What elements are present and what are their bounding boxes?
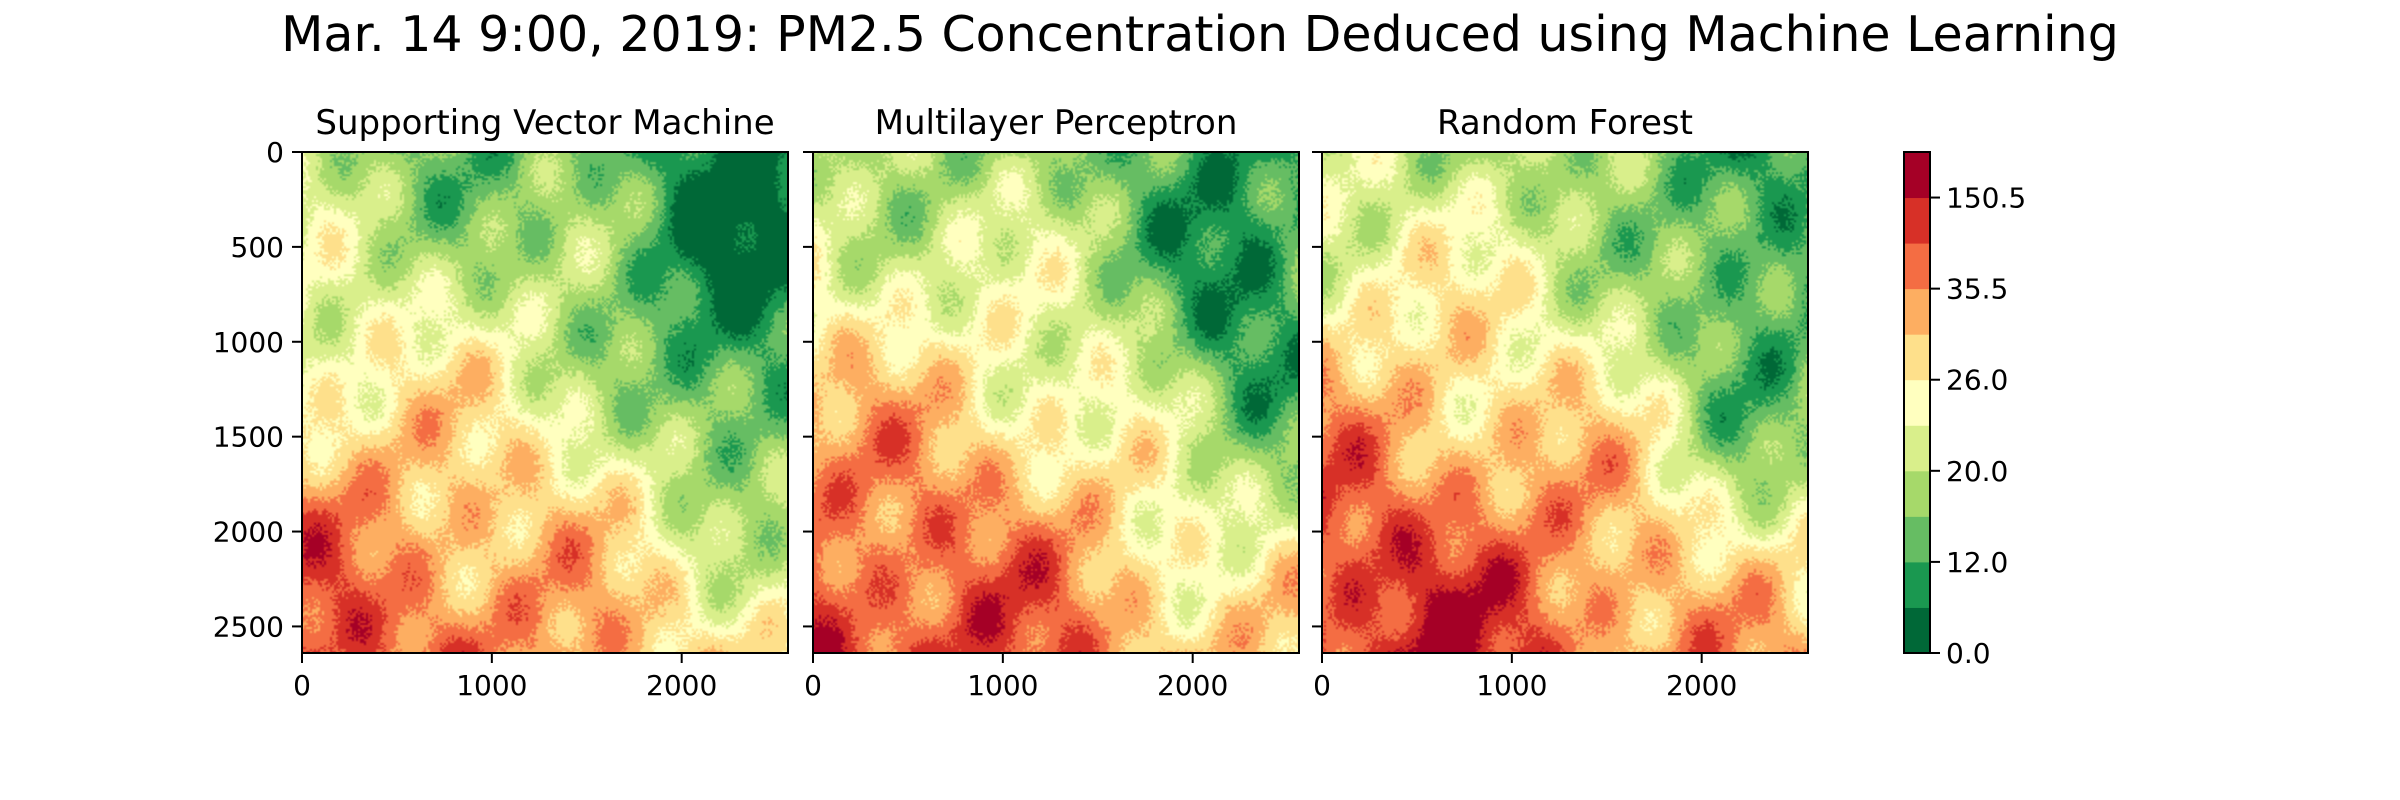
colorbar: 0.0 12.0 20.0 26.0 35.5 150.5 (1903, 151, 2026, 670)
x-tick-label: 2000 (646, 669, 717, 702)
figure-title: Mar. 14 9:00, 2019: PM2.5 Concentration … (281, 6, 2119, 63)
y-tick-label: 0 (266, 136, 284, 169)
y-tick-label: 500 (231, 231, 284, 264)
colorbar-tick-label: 12.0 (1946, 546, 2008, 579)
pm25-field (813, 152, 1299, 653)
colorbar-tick-label: 35.5 (1946, 273, 2008, 306)
x-tick-label: 0 (293, 669, 311, 702)
panel-3: Random Forest 0 1000 2000 (1312, 103, 1809, 702)
colorbar-level (1904, 607, 1930, 654)
y-tick-label: 2500 (213, 610, 284, 643)
panels: Supporting Vector Machine 0 1000 2000 0 500 10… (213, 103, 1809, 702)
x-tick-label: 2000 (1157, 669, 1228, 702)
x-tick-label: 0 (804, 669, 822, 702)
x-tick-label: 1000 (456, 669, 527, 702)
axes-frame (812, 151, 1300, 654)
pm25-field (1322, 152, 1808, 653)
colorbar-level (1904, 243, 1930, 290)
x-tick-label: 2000 (1666, 669, 1737, 702)
colorbar-level (1904, 470, 1930, 517)
colorbar-level (1904, 334, 1930, 381)
x-tick-label: 1000 (967, 669, 1038, 702)
colorbar-frame (1903, 151, 1931, 654)
panel-title: Multilayer Perceptron (875, 103, 1238, 143)
pm25-field (302, 152, 788, 653)
panel-title: Random Forest (1437, 103, 1693, 143)
colorbar-tick-label: 150.5 (1946, 182, 2026, 215)
colorbar-level (1904, 516, 1930, 563)
colorbar-level (1904, 561, 1930, 608)
x-tick-label: 0 (1313, 669, 1331, 702)
axes-frame (301, 151, 789, 654)
colorbar-tick-label: 26.0 (1946, 364, 2008, 397)
panel-title: Supporting Vector Machine (315, 103, 774, 143)
panel-2: Multilayer Perceptron 0 1000 2000 (803, 103, 1300, 702)
colorbar-level (1904, 425, 1930, 472)
y-tick-label: 1500 (213, 421, 284, 454)
y-tick-label: 1000 (213, 326, 284, 359)
x-tick-label: 1000 (1476, 669, 1547, 702)
colorbar-level (1904, 288, 1930, 335)
y-tick-label: 2000 (213, 516, 284, 549)
colorbar-tick-label: 20.0 (1946, 455, 2008, 488)
colorbar-level (1904, 152, 1930, 199)
panel-1: Supporting Vector Machine 0 1000 2000 0 500 10… (213, 103, 789, 702)
colorbar-tick-label: 0.0 (1946, 637, 1991, 670)
colorbar-level (1904, 379, 1930, 426)
colorbar-level (1904, 197, 1930, 244)
axes-frame (1321, 151, 1809, 654)
